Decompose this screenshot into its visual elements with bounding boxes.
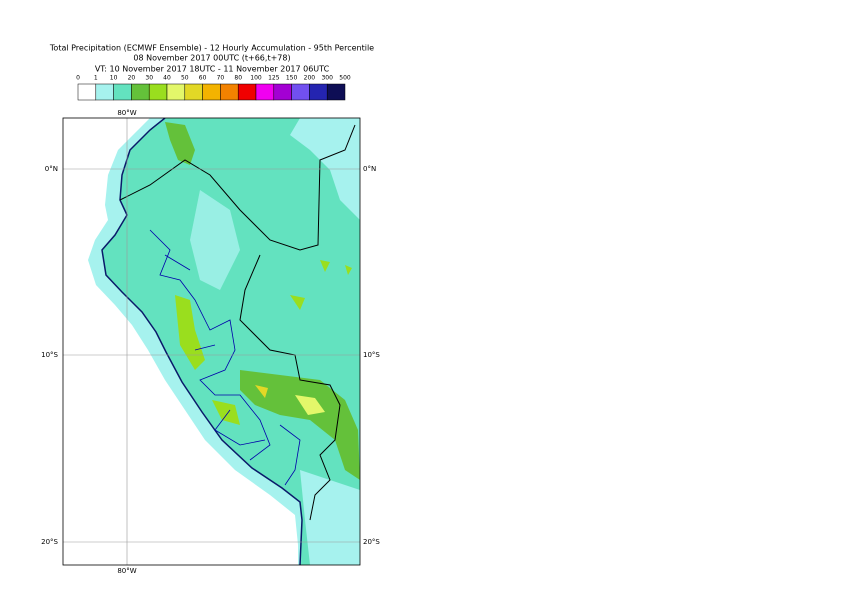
legend-swatch	[166, 83, 186, 101]
base-time: 08 November 2017 00UTC (t+66,t+78)	[133, 54, 290, 63]
valid-time: VT: 10 November 2017 18UTC - 11 November…	[95, 65, 330, 74]
country-border	[119, 124, 356, 521]
legend-label: 125	[268, 75, 280, 82]
legend-label: 60	[199, 75, 207, 82]
legend-swatch	[309, 83, 328, 101]
legend-label: 300	[321, 75, 333, 82]
lon-label: 80°W	[117, 109, 136, 117]
legend-label: 1	[94, 75, 98, 82]
legend-swatch	[184, 83, 203, 101]
legend-swatch	[202, 83, 221, 101]
legend-swatch	[291, 83, 310, 101]
graticule-labels: 80°W 80°W 0°N 0°N 10°S 10°S 20°S 20°S	[41, 109, 380, 575]
precip-light	[300, 470, 360, 565]
precip-green	[212, 400, 240, 425]
legend-swatch	[131, 83, 150, 101]
lat-label: 10°S	[363, 351, 380, 359]
legend-label: 80	[234, 75, 242, 82]
lat-label: 10°S	[41, 351, 58, 359]
precip-green	[165, 122, 195, 165]
legend-label: 40	[163, 75, 171, 82]
legend-label: 20	[128, 75, 136, 82]
precip-green	[175, 295, 205, 370]
map	[63, 118, 360, 565]
legend-label: 100	[250, 75, 262, 82]
legend-swatch	[95, 83, 114, 101]
legend-swatch	[255, 83, 275, 101]
lat-label: 0°N	[363, 165, 376, 173]
lat-label: 0°N	[45, 165, 58, 173]
legend-label: 50	[181, 75, 189, 82]
legend-swatch	[148, 83, 168, 101]
legend-swatch	[220, 83, 239, 101]
legend-label: 200	[304, 75, 316, 82]
legend-swatch	[326, 83, 346, 101]
land	[102, 118, 360, 565]
precip-light	[290, 118, 360, 220]
legend-label: 150	[286, 75, 298, 82]
legend-swatch	[113, 83, 132, 101]
legend: 0 1 10 20 30 40 50 60 70 80 100 125 150 200 300 500	[76, 75, 351, 101]
precip-light	[190, 190, 240, 290]
legend-label: 500	[339, 75, 351, 82]
legend-label: 0	[76, 75, 80, 82]
precip-yellow	[255, 385, 268, 398]
legend-label: 10	[110, 75, 118, 82]
legend-label: 30	[145, 75, 153, 82]
legend-swatch	[237, 83, 257, 101]
legend-swatch	[273, 83, 292, 101]
lat-label: 20°S	[363, 538, 380, 546]
title: Total Precipitation (ECMWF Ensemble) - 1…	[49, 44, 374, 53]
coastline	[101, 118, 303, 565]
precip-green	[240, 370, 360, 480]
precip-yellow	[295, 395, 325, 415]
legend-label: 70	[217, 75, 225, 82]
lon-label: 80°W	[117, 567, 136, 575]
map-frame	[62, 117, 361, 566]
legend-swatch	[77, 83, 97, 101]
lat-label: 20°S	[41, 538, 58, 546]
region-border	[149, 229, 301, 486]
